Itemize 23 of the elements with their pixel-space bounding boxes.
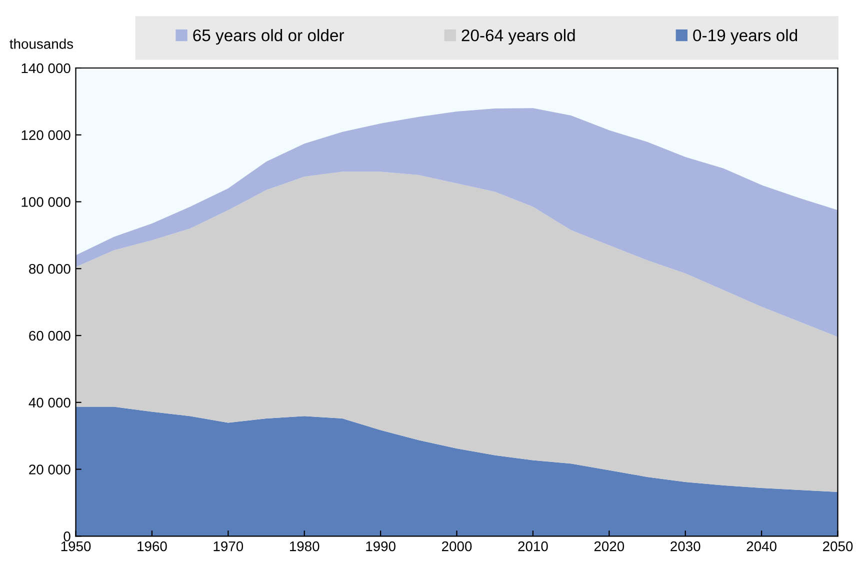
y-tick-label: 140 000 — [22, 63, 70, 74]
y-tick-label: 40 000 — [28, 398, 70, 408]
legend-label: 0-19 years old — [693, 29, 798, 45]
legend-label: 20-64 years old — [462, 29, 575, 45]
x-tick-label: 2030 — [670, 541, 700, 552]
x-tick-label: 1950 — [61, 541, 91, 552]
y-axis-title: thousands — [10, 38, 74, 49]
x-tick-label: 2010 — [518, 541, 548, 552]
legend-label: 65 years old or older — [193, 29, 344, 45]
y-tick-label: 60 000 — [29, 330, 70, 341]
x-tick-label: 2020 — [594, 541, 624, 552]
x-tick-label: 2040 — [746, 541, 776, 552]
x-tick-label: 1960 — [138, 541, 167, 552]
y-tick-label: 100 000 — [22, 197, 70, 207]
y-tick-label: 120 000 — [22, 130, 70, 140]
x-tick-label: 2050 — [823, 541, 853, 552]
y-tick-label: 0 — [64, 531, 70, 542]
x-tick-label: 2000 — [442, 541, 472, 552]
x-tick-label: 1970 — [214, 541, 244, 552]
y-tick-label: 20 000 — [29, 464, 70, 474]
x-tick-label: 1990 — [366, 541, 396, 552]
x-tick-label: 1980 — [290, 541, 320, 552]
y-tick-label: 80 000 — [29, 264, 70, 274]
